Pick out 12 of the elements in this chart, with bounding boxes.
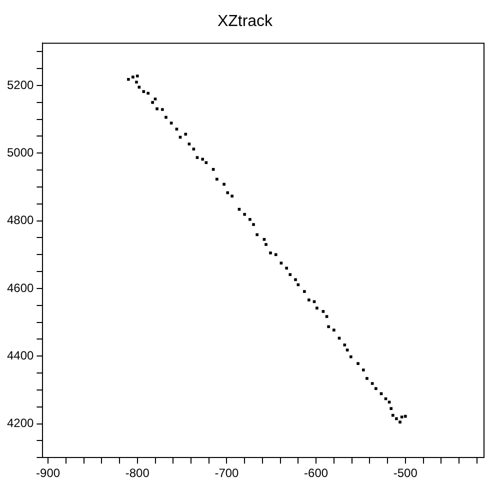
y-tick-label: 4800 [6, 213, 34, 228]
x-tick-label: -900 [36, 466, 60, 480]
x-tick-label: -800 [125, 466, 150, 480]
y-tick-label: 5000 [6, 145, 34, 160]
chart-title: XZtrack [217, 13, 274, 30]
y-tick-label: 4200 [6, 416, 34, 430]
y-tick-label: 5200 [6, 78, 34, 92]
x-tick-label: -700 [214, 466, 240, 480]
x-tick-label: -600 [304, 466, 328, 480]
x-tick-label: -500 [393, 466, 418, 480]
y-tick-label: 4600 [6, 280, 34, 295]
y-tick-label: 4400 [6, 348, 34, 362]
